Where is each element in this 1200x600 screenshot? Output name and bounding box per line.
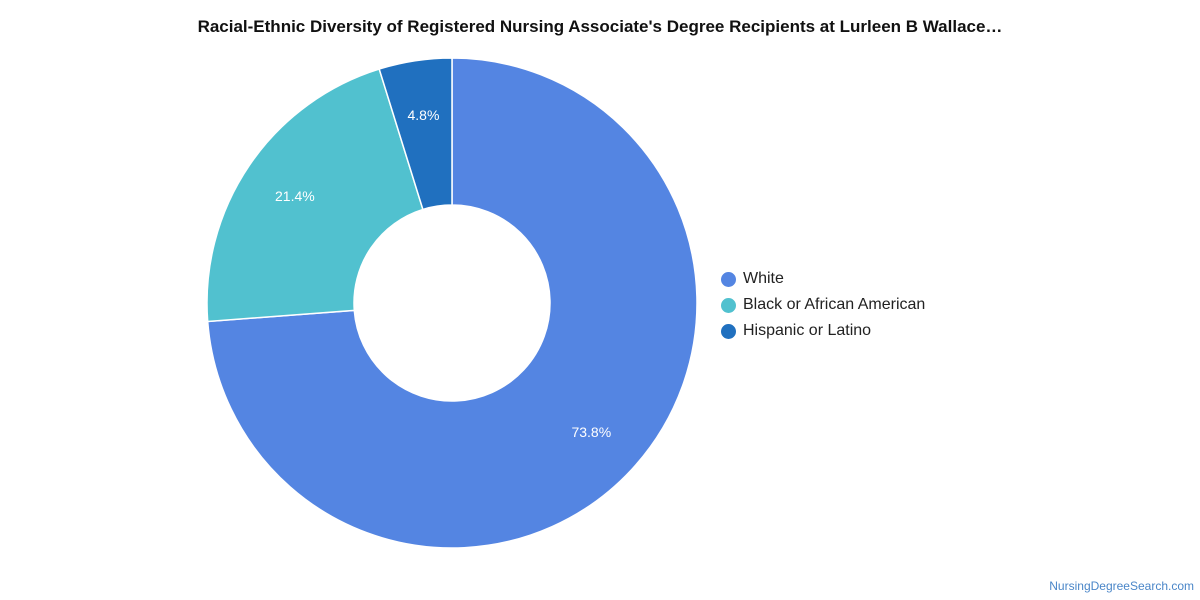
legend-swatch-white <box>721 271 736 287</box>
watermark-link[interactable]: NursingDegreeSearch.com <box>1049 579 1194 593</box>
legend-label-black-or-african-american: Black or African American <box>743 296 926 313</box>
slice-label-hispanic-or-latino: 4.8% <box>407 107 439 123</box>
labels-layer: 73.8% 21.4% 4.8% <box>275 107 611 440</box>
slices-layer <box>206 57 698 549</box>
slice-black-or-african-american[interactable] <box>206 68 424 323</box>
legend-label-hispanic-or-latino: Hispanic or Latino <box>743 322 872 339</box>
slice-label-white: 73.8% <box>571 424 611 440</box>
legend-swatch-black-or-african-american <box>721 297 736 313</box>
slice-hispanic-or-latino[interactable] <box>378 57 453 211</box>
legend-item-white[interactable]: White <box>721 266 925 292</box>
chart-title: Racial-Ethnic Diversity of Registered Nu… <box>197 17 1003 36</box>
legend: White Black or African American Hispanic… <box>721 266 925 344</box>
legend-item-hispanic-or-latino[interactable]: Hispanic or Latino <box>721 318 925 344</box>
slice-white[interactable] <box>206 57 698 549</box>
legend-item-black-or-african-american[interactable]: Black or African American <box>721 292 925 318</box>
legend-label-white: White <box>743 270 784 287</box>
slice-label-black-or-african-american: 21.4% <box>275 188 315 204</box>
legend-swatch-hispanic-or-latino <box>721 323 736 339</box>
